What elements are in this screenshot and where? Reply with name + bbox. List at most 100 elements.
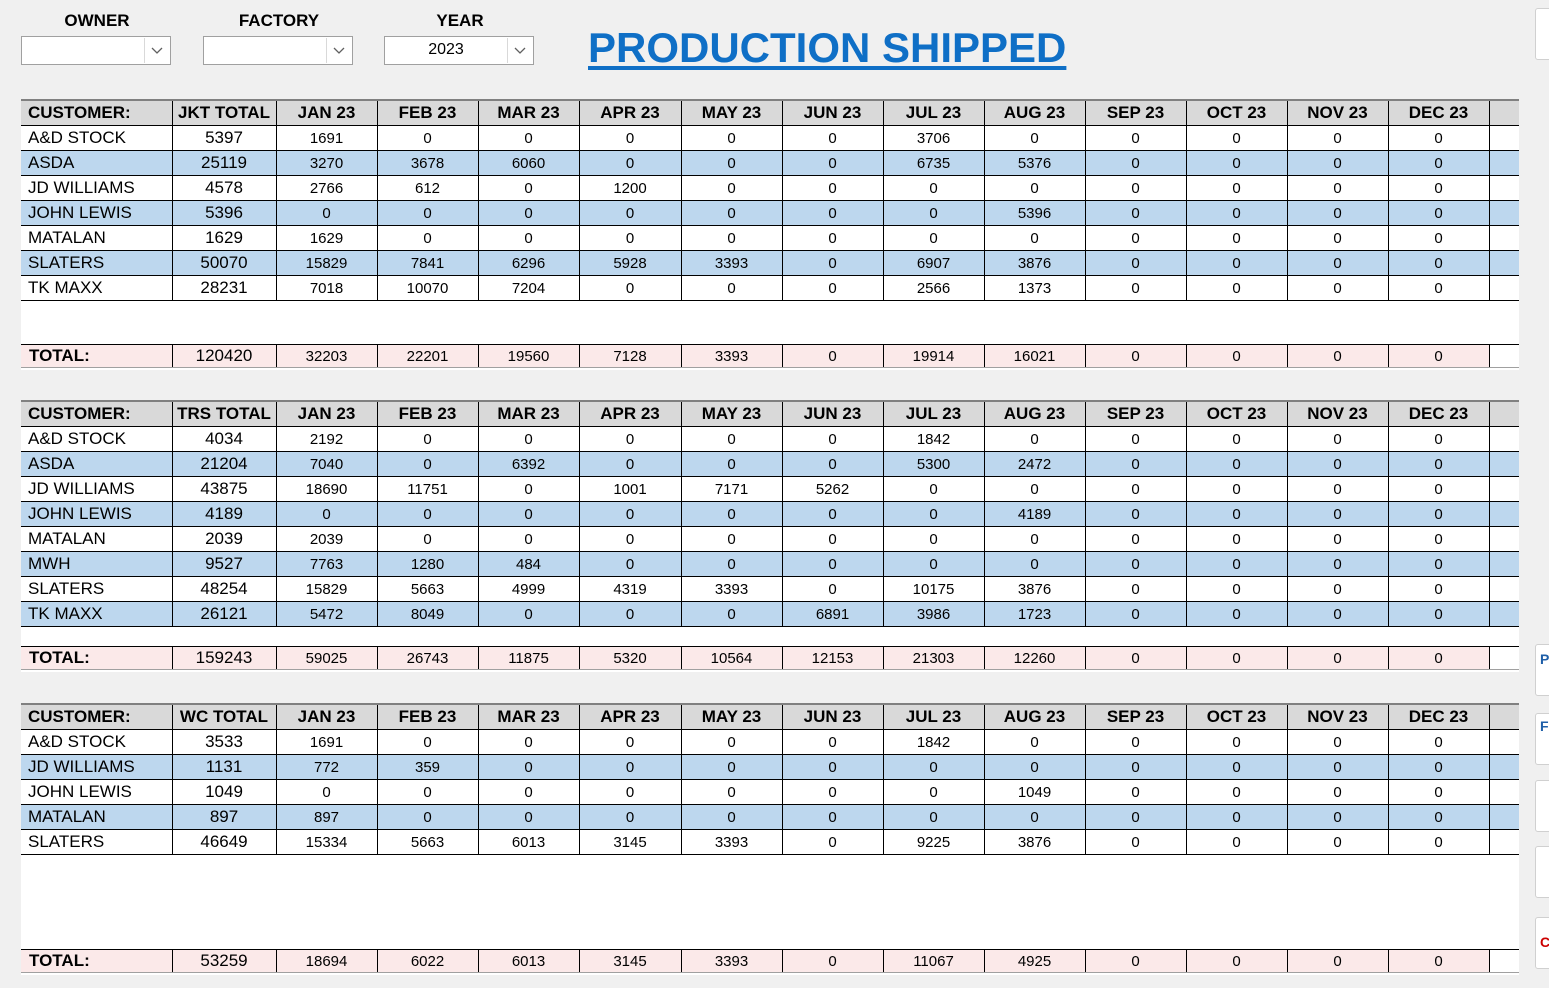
month-value-cell[interactable]: 0 (1287, 175, 1389, 201)
month-value-cell[interactable]: 0 (1186, 501, 1288, 527)
month-value-cell[interactable]: 3393 (681, 576, 783, 602)
month-value-cell[interactable]: 11751 (377, 476, 479, 502)
customer-cell[interactable]: MWH (21, 551, 173, 577)
month-value-cell[interactable]: 0 (276, 200, 378, 226)
month-value-cell[interactable]: 0 (681, 451, 783, 477)
month-column-header[interactable]: DEC 23 (1388, 400, 1490, 427)
month-value-cell[interactable]: 0 (1085, 804, 1187, 830)
table-row[interactable]: JOHN LEWIS 5396 0 0 0 0 0 0 0 5396 0 0 0 0 (21, 200, 1519, 226)
month-value-cell[interactable]: 0 (478, 501, 580, 527)
month-value-cell[interactable]: 0 (1287, 125, 1389, 151)
month-value-cell[interactable]: 0 (984, 476, 1086, 502)
month-value-cell[interactable]: 4189 (984, 501, 1086, 527)
month-value-cell[interactable]: 0 (1085, 150, 1187, 176)
month-value-cell[interactable]: 0 (377, 426, 479, 452)
table-row[interactable]: SLATERS 46649 15334 5663 6013 3145 3393 0 9225 38… (21, 829, 1519, 855)
month-value-cell[interactable]: 6296 (478, 250, 580, 276)
month-column-header[interactable]: FEB 23 (377, 400, 479, 427)
month-value-cell[interactable]: 4319 (579, 576, 682, 602)
customer-column-header[interactable]: CUSTOMER: (21, 99, 173, 126)
month-value-cell[interactable]: 15829 (276, 250, 378, 276)
month-column-header[interactable]: AUG 23 (984, 703, 1086, 730)
month-value-cell[interactable]: 0 (883, 804, 985, 830)
row-total-cell[interactable]: 897 (172, 804, 277, 830)
customer-cell[interactable]: JOHN LEWIS (21, 200, 173, 226)
table-row[interactable]: SLATERS 50070 15829 7841 6296 5928 3393 0 6907 38… (21, 250, 1519, 276)
side-button-1[interactable] (1535, 8, 1549, 60)
month-value-cell[interactable]: 0 (579, 200, 682, 226)
side-button-4[interactable] (1535, 780, 1549, 832)
month-value-cell[interactable]: 0 (1186, 476, 1288, 502)
row-total-cell[interactable]: 3533 (172, 729, 277, 755)
month-value-cell[interactable]: 0 (1085, 476, 1187, 502)
month-value-cell[interactable]: 0 (1287, 200, 1389, 226)
customer-cell[interactable]: JD WILLIAMS (21, 476, 173, 502)
month-value-cell[interactable]: 2766 (276, 175, 378, 201)
customer-cell[interactable]: A&D STOCK (21, 125, 173, 151)
month-value-cell[interactable]: 1691 (276, 125, 378, 151)
month-value-cell[interactable]: 0 (1287, 829, 1389, 855)
month-value-cell[interactable]: 0 (681, 526, 783, 552)
month-value-cell[interactable]: 2039 (276, 526, 378, 552)
row-total-cell[interactable]: 43875 (172, 476, 277, 502)
month-value-cell[interactable]: 0 (984, 754, 1086, 780)
month-value-cell[interactable]: 484 (478, 551, 580, 577)
month-value-cell[interactable]: 0 (984, 125, 1086, 151)
customer-cell[interactable]: MATALAN (21, 225, 173, 251)
month-value-cell[interactable]: 0 (681, 426, 783, 452)
month-value-cell[interactable]: 0 (377, 501, 479, 527)
year-dropdown-button[interactable] (507, 38, 532, 63)
month-value-cell[interactable]: 5663 (377, 576, 479, 602)
month-value-cell[interactable]: 0 (1388, 225, 1490, 251)
customer-cell[interactable]: JOHN LEWIS (21, 501, 173, 527)
month-value-cell[interactable]: 0 (579, 125, 682, 151)
month-value-cell[interactable]: 0 (579, 779, 682, 805)
month-value-cell[interactable]: 0 (1186, 175, 1288, 201)
month-column-header[interactable]: APR 23 (579, 400, 682, 427)
table-row[interactable]: A&D STOCK 5397 1691 0 0 0 0 0 3706 0 0 0 0 0 (21, 125, 1519, 151)
month-value-cell[interactable]: 6013 (478, 829, 580, 855)
month-value-cell[interactable]: 0 (1287, 526, 1389, 552)
month-column-header[interactable]: FEB 23 (377, 703, 479, 730)
month-value-cell[interactable]: 3270 (276, 150, 378, 176)
month-column-header[interactable]: JUN 23 (782, 703, 884, 730)
month-value-cell[interactable]: 0 (1388, 551, 1490, 577)
owner-dropdown-button[interactable] (144, 38, 169, 63)
month-value-cell[interactable]: 0 (1388, 779, 1490, 805)
month-value-cell[interactable]: 0 (1287, 250, 1389, 276)
month-value-cell[interactable]: 0 (579, 150, 682, 176)
month-value-cell[interactable]: 0 (782, 576, 884, 602)
month-column-header[interactable]: MAR 23 (478, 400, 580, 427)
month-value-cell[interactable]: 0 (1388, 275, 1490, 301)
month-value-cell[interactable]: 0 (984, 426, 1086, 452)
row-total-cell[interactable]: 1629 (172, 225, 277, 251)
month-value-cell[interactable]: 0 (1287, 804, 1389, 830)
table-row[interactable]: SLATERS 48254 15829 5663 4999 4319 3393 0 10175 3… (21, 576, 1519, 602)
month-value-cell[interactable]: 0 (883, 526, 985, 552)
customer-cell[interactable]: ASDA (21, 451, 173, 477)
row-total-cell[interactable]: 4189 (172, 501, 277, 527)
month-column-header[interactable]: JAN 23 (276, 400, 378, 427)
customer-cell[interactable]: SLATERS (21, 829, 173, 855)
table-row[interactable]: TK MAXX 26121 5472 8049 0 0 0 6891 3986 1723 0 0 0 0 (21, 601, 1519, 627)
month-value-cell[interactable]: 0 (478, 729, 580, 755)
table-row[interactable]: A&D STOCK 3533 1691 0 0 0 0 0 1842 0 0 0 0 0 (21, 729, 1519, 755)
month-value-cell[interactable]: 0 (1186, 551, 1288, 577)
month-value-cell[interactable]: 0 (1085, 125, 1187, 151)
month-value-cell[interactable]: 0 (883, 754, 985, 780)
month-value-cell[interactable]: 5262 (782, 476, 884, 502)
month-value-cell[interactable]: 0 (1186, 601, 1288, 627)
month-value-cell[interactable]: 772 (276, 754, 378, 780)
month-column-header[interactable]: SEP 23 (1085, 99, 1187, 126)
month-value-cell[interactable]: 0 (782, 426, 884, 452)
month-value-cell[interactable]: 0 (782, 225, 884, 251)
month-value-cell[interactable]: 0 (782, 250, 884, 276)
month-value-cell[interactable]: 0 (579, 729, 682, 755)
month-column-header[interactable]: JAN 23 (276, 703, 378, 730)
month-value-cell[interactable]: 0 (883, 476, 985, 502)
month-column-header[interactable]: SEP 23 (1085, 703, 1187, 730)
month-value-cell[interactable]: 10175 (883, 576, 985, 602)
row-total-cell[interactable]: 4034 (172, 426, 277, 452)
month-column-header[interactable]: AUG 23 (984, 99, 1086, 126)
month-value-cell[interactable]: 0 (782, 501, 884, 527)
